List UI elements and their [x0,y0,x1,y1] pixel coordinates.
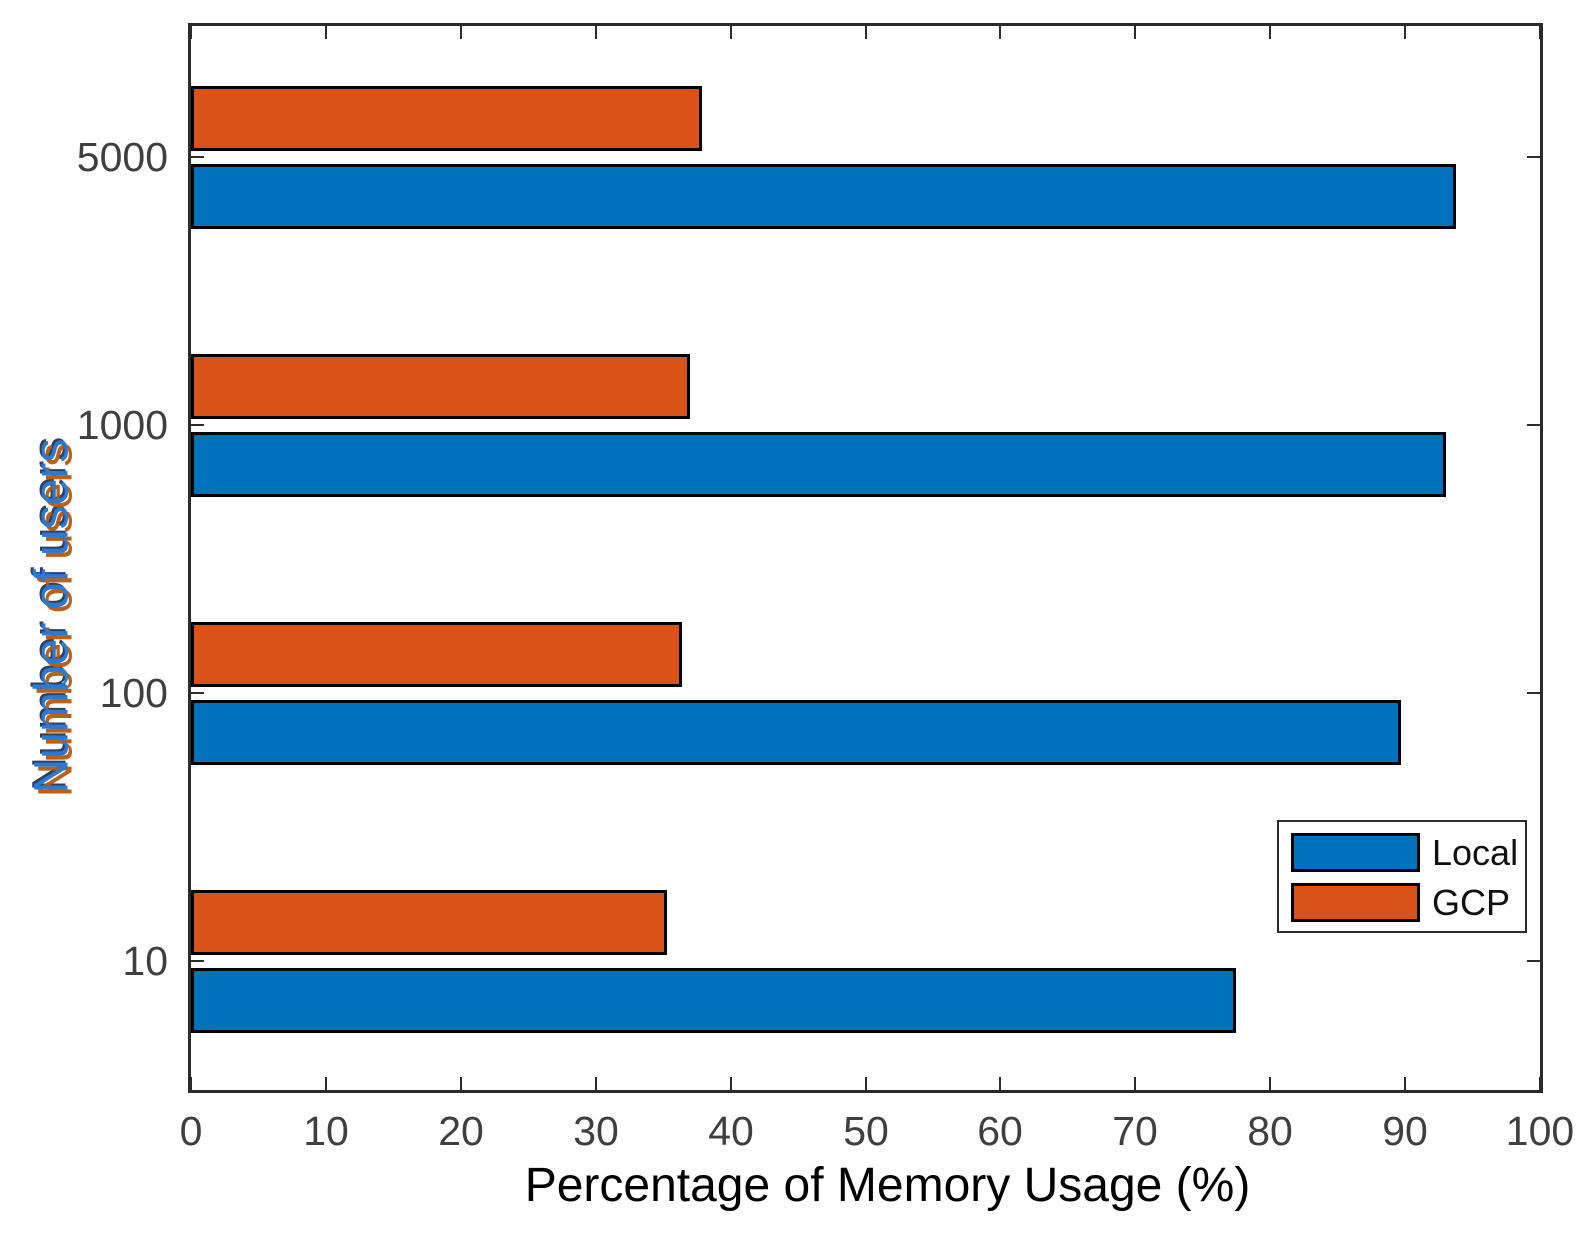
x-tick-label: 0 [179,1108,203,1154]
y-tick-mark [1527,960,1540,962]
legend: Local GCP [1277,820,1527,933]
x-tick-mark [595,1077,597,1090]
x-tick-mark [460,1077,462,1090]
bar-local-100 [191,700,1401,765]
bar-local-1000 [191,432,1446,497]
x-tick-mark [1269,26,1271,39]
x-tick-mark [460,26,462,39]
x-tick-label: 40 [708,1108,754,1154]
plot-area [188,23,1543,1093]
x-tick-mark [730,1077,732,1090]
bar-gcp-10 [191,890,667,955]
x-tick-label: 90 [1382,1108,1428,1154]
x-tick-mark [999,26,1001,39]
y-tick-mark [1527,156,1540,158]
y-tick-label: 5000 [76,134,168,180]
y-tick-mark [191,156,204,158]
x-tick-mark [190,1077,192,1090]
x-tick-mark [1539,1077,1541,1090]
legend-label-local: Local [1432,832,1519,873]
y-tick-label: 10 [122,938,168,984]
y-tick-mark [191,692,204,694]
bar-local-5000 [191,164,1456,229]
x-tick-mark [1134,1077,1136,1090]
bar-gcp-5000 [191,86,702,151]
x-tick-label: 10 [303,1108,349,1154]
y-tick-mark [191,960,204,962]
x-axis-label: Percentage of Memory Usage (%) [524,1159,1251,1212]
x-tick-mark [325,26,327,39]
x-tick-label: 100 [1505,1108,1575,1154]
x-tick-mark [595,26,597,39]
x-tick-mark [1269,1077,1271,1090]
legend-swatch-local [1291,833,1420,872]
x-tick-mark [1539,26,1541,39]
x-tick-label: 80 [1247,1108,1293,1154]
x-tick-mark [325,1077,327,1090]
x-tick-label: 50 [843,1108,889,1154]
legend-swatch-gcp [1291,883,1420,922]
legend-label-gcp: GCP [1432,882,1511,923]
x-tick-mark [865,26,867,39]
x-tick-mark [1404,26,1406,39]
x-tick-mark [999,1077,1001,1090]
x-tick-mark [190,26,192,39]
x-tick-mark [730,26,732,39]
bar-local-10 [191,968,1236,1033]
x-tick-mark [1404,1077,1406,1090]
bar-gcp-1000 [191,354,690,419]
x-tick-label: 60 [977,1108,1023,1154]
x-tick-mark [1134,26,1136,39]
x-tick-label: 30 [573,1108,619,1154]
y-tick-mark [1527,692,1540,694]
y-axis-label: Number of users [25,438,79,794]
y-tick-label: 1000 [76,402,168,448]
bar-gcp-100 [191,622,682,687]
y-tick-label: 100 [99,670,168,716]
y-tick-mark [191,424,204,426]
y-tick-mark [1527,424,1540,426]
x-tick-mark [865,1077,867,1090]
x-tick-label: 20 [438,1108,484,1154]
x-tick-label: 70 [1112,1108,1158,1154]
